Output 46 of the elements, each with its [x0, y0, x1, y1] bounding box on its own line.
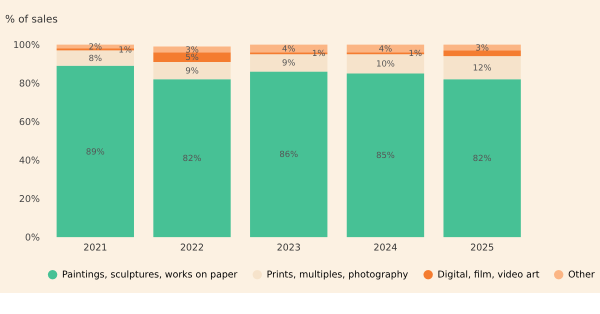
- bar: [56, 66, 134, 238]
- data-label: 86%: [279, 149, 298, 160]
- bar: [153, 46, 231, 52]
- bar: [346, 73, 424, 238]
- x-tick-label: 2023: [276, 242, 301, 254]
- data-label: 3%: [185, 44, 199, 54]
- legend-label: Paintings, sculptures, works on paper: [62, 269, 238, 280]
- bar: [153, 79, 231, 238]
- data-label: 9%: [282, 58, 296, 68]
- data-label: 4%: [378, 43, 392, 54]
- y-tick-label: 60%: [19, 116, 40, 128]
- data-label: 4%: [282, 43, 296, 54]
- y-tick-label: 40%: [19, 155, 40, 166]
- data-label: 1%: [118, 44, 132, 54]
- bar: [443, 79, 521, 238]
- data-label: 89%: [86, 146, 105, 156]
- y-axis-title: % of sales: [5, 14, 58, 26]
- data-label: 85%: [376, 150, 395, 160]
- x-tick-label: 2022: [180, 242, 204, 254]
- x-tick-label: 2021: [83, 242, 108, 254]
- data-label: 12%: [472, 62, 492, 73]
- bar: [443, 56, 521, 80]
- data-label: 9%: [185, 65, 199, 76]
- bar: [153, 62, 231, 80]
- y-tick-label: 20%: [19, 194, 40, 205]
- bar: [250, 72, 328, 238]
- x-tick-label: 2025: [470, 242, 494, 254]
- data-label: 82%: [182, 153, 202, 164]
- data-label: 1%: [312, 48, 326, 58]
- x-tick-label: 2024: [374, 242, 398, 254]
- legend-label: Prints, multiples, photography: [266, 269, 409, 280]
- legend-label: Digital, film, video art: [438, 269, 540, 280]
- y-tick-label: 100%: [13, 40, 40, 51]
- data-label: 8%: [88, 52, 102, 63]
- data-label: 10%: [376, 58, 395, 69]
- data-label: 3%: [475, 42, 489, 52]
- legend-label: Other: [568, 269, 595, 280]
- y-tick-label: 80%: [19, 78, 40, 90]
- data-label: 1%: [408, 48, 422, 58]
- bar: [443, 50, 521, 56]
- data-label: 5%: [185, 52, 199, 62]
- y-tick-label: 0%: [25, 232, 40, 244]
- data-label: 2%: [88, 41, 102, 52]
- bar: [443, 44, 521, 50]
- data-label: 82%: [472, 153, 492, 164]
- bar: [153, 52, 231, 62]
